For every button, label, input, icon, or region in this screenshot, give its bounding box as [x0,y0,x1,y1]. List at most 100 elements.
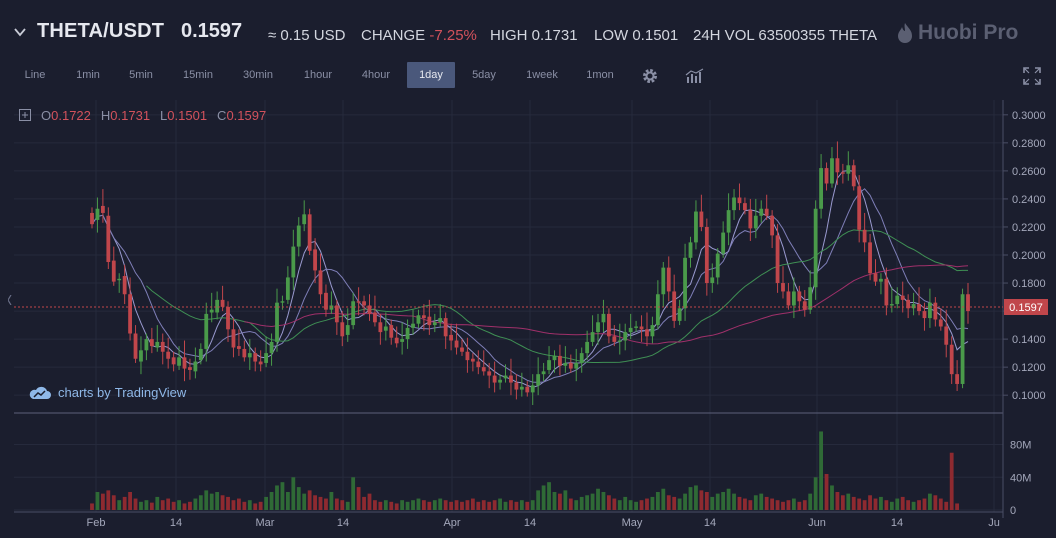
candle-body [933,302,938,320]
candle-body [470,358,475,362]
interval-line[interactable]: Line [24,69,46,81]
candle-body [639,326,644,330]
branding-text2: TradingView [114,385,187,400]
candle-body [378,322,383,333]
volume-bar [900,496,905,510]
interval-4hour[interactable]: 4hour [361,69,391,81]
candle-body [775,235,780,284]
chevron-down-icon[interactable] [14,26,26,38]
volume-bar [95,492,100,510]
price-tick-label: 0.1200 [1012,362,1046,374]
time-axis: Feb 14 Mar 14 Apr 14 May 14 Jun 14 Ju [87,517,1000,529]
candle-body [454,340,459,348]
volume-bar [579,496,584,510]
candle-body [726,210,731,233]
candle-body [536,374,541,386]
candle-body [688,242,693,258]
volume-bar [503,501,508,510]
candle-body [650,325,655,337]
volume-bar [514,501,519,510]
candle-body [873,273,878,282]
volume-bar [541,485,546,510]
volume-bar [558,493,562,510]
interval-1day[interactable]: 1day [407,62,455,88]
close-label: C [217,108,227,123]
interval-1min[interactable]: 1min [76,69,100,81]
time-tick-label: Feb [87,517,106,529]
candle-body [177,357,181,366]
volume-bar [770,498,775,510]
candle-body [868,242,872,274]
volume-bar [884,500,889,510]
volume-bar [530,500,535,510]
trading-pair[interactable]: THETA/USDT [37,20,165,42]
candle-body [911,304,916,309]
volume-bar [275,485,279,510]
indicators-icon[interactable] [685,68,705,84]
volume-bar [438,498,443,510]
interval-5day[interactable]: 5day [472,69,496,81]
candle-body [786,291,791,306]
legend-open: O0.1722 [41,108,91,123]
candle-body [351,301,356,326]
volume-bar [220,495,225,510]
candle-body [514,382,519,390]
candle-body [411,323,415,328]
volume-bar [117,500,122,510]
candle-body [128,294,132,334]
candle-body [732,197,736,211]
candle-body [204,313,209,349]
volume-bar [737,496,742,510]
volume-bar [846,493,851,510]
candle-body [938,319,943,327]
plus-box-icon[interactable] [19,109,31,121]
candle-body [917,304,921,312]
candle-body [367,305,372,314]
usd-value: ≈ 0.15 USD [268,27,346,44]
gear-icon[interactable] [641,67,659,85]
time-tick-label: Ju [988,517,1000,529]
volume-bar [340,500,345,510]
volume-bar [421,500,426,510]
volume-bar [460,501,464,510]
candle-body [340,322,345,337]
interval-1hour[interactable]: 1hour [303,69,333,81]
fullscreen-icon[interactable] [1023,67,1041,85]
last-price-badge [1004,299,1048,315]
volume-bar [334,498,339,510]
open-value: 0.1722 [51,108,91,123]
volume-bar [536,490,541,510]
volume-bar [373,500,377,510]
candle-body [781,283,785,292]
candle-body [530,385,535,393]
volume-bar [840,495,845,510]
interval-30min[interactable]: 30min [243,69,273,81]
tradingview-branding[interactable]: charts by TradingView [28,385,186,400]
volume-bar [944,501,949,510]
volume-bar [639,500,644,510]
logo-text: Huobi Pro [918,21,1019,44]
candle-body [558,355,562,366]
candle-body [645,329,649,337]
volume-bar [100,493,105,510]
price-chart[interactable]: 0.3000 0.2800 0.2600 0.2400 0.2200 0.2000 0.18… [14,100,1056,538]
volume-bar [427,501,432,510]
interval-1week[interactable]: 1week [526,69,558,81]
volume-bar [345,501,350,510]
interval-5min[interactable]: 5min [129,69,153,81]
interval-15min[interactable]: 15min [183,69,213,81]
price-tick-label: 0.2200 [1012,222,1046,234]
volume-bar [111,495,116,510]
left-handle[interactable] [7,292,12,306]
candle-body [879,278,883,282]
volume-bar [155,496,160,510]
candle-body [585,341,590,354]
candle-body [280,301,285,303]
volume-bar [405,501,410,510]
candle-body [519,386,524,390]
volume-stat: 24H VOL 63500355 THETA [693,27,877,44]
candle-body [721,232,726,254]
price-tick-label: 0.3000 [1012,110,1046,122]
interval-1mon[interactable]: 1mon [586,69,614,81]
candle-body [568,362,573,369]
